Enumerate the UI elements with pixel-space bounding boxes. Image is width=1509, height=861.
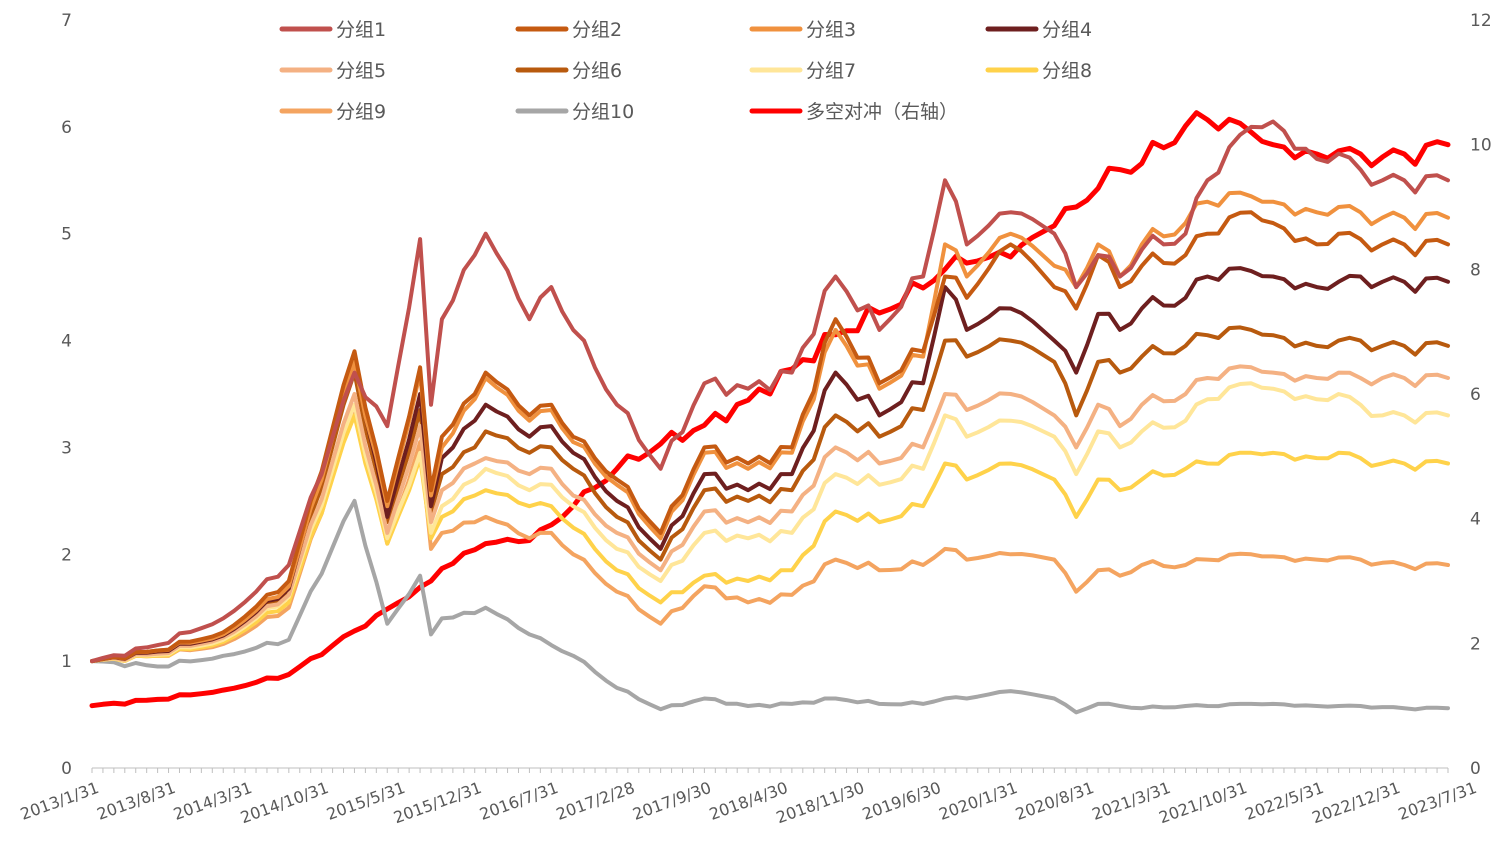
legend-label: 分组7 — [806, 60, 856, 82]
series-line-分组10 — [90, 498, 1450, 715]
series-line-多空对冲（右轴） — [89, 110, 1451, 709]
x-tick-label: 2015/12/31 — [391, 778, 484, 827]
series-line-分组2 — [90, 210, 1450, 664]
left-y-tick-label: 4 — [61, 332, 72, 352]
left-y-tick-label: 7 — [61, 11, 72, 31]
right-y-tick-label: 12 — [1470, 11, 1492, 31]
legend-label: 分组1 — [336, 19, 386, 41]
x-tick-label: 2020/8/31 — [1013, 778, 1097, 824]
legend-label: 分组8 — [1042, 60, 1092, 82]
legend-label: 分组4 — [1042, 19, 1092, 41]
legend: 分组1 分组2 分组3 分组4 分组5 分组6 分组7 分组8 分组9 分组10 多空对冲（右轴） — [279, 19, 1092, 123]
left-y-tick-label: 5 — [61, 225, 72, 245]
right-y-tick-label: 10 — [1470, 136, 1492, 156]
x-tick-label: 2018/11/30 — [774, 778, 867, 827]
legend-label: 分组9 — [336, 101, 386, 123]
left-y-axis: 0 1 2 3 4 5 6 7 — [61, 11, 72, 779]
right-y-tick-label: 6 — [1470, 385, 1481, 405]
right-y-axis: 0 2 4 6 8 10 12 — [1470, 11, 1492, 779]
x-tick-label: 2017/2/28 — [554, 778, 638, 824]
right-y-tick-label: 8 — [1470, 260, 1481, 280]
left-y-tick-label: 1 — [61, 652, 72, 672]
series-line-分组7 — [90, 381, 1450, 664]
left-y-tick-label: 3 — [61, 438, 72, 458]
series-line-分组5 — [90, 364, 1450, 664]
x-tick-label: 2014/10/31 — [238, 778, 331, 827]
left-y-tick-label: 2 — [61, 545, 72, 565]
left-y-tick-label: 0 — [61, 759, 72, 779]
legend-label: 分组10 — [572, 101, 634, 123]
legend-label: 多空对冲（右轴） — [806, 101, 958, 123]
x-tick-label: 2020/1/31 — [936, 778, 1020, 824]
x-tick-label: 2022/12/31 — [1310, 778, 1403, 827]
x-tick-label: 2013/1/31 — [18, 778, 102, 824]
series-line-分组6 — [90, 325, 1450, 664]
legend-label: 分组2 — [572, 19, 622, 41]
x-tick-label: 2016/7/31 — [477, 778, 561, 824]
legend-label: 分组5 — [336, 60, 386, 82]
x-tick-label: 2013/8/31 — [94, 778, 178, 824]
right-y-tick-label: 0 — [1470, 759, 1481, 779]
x-tick-label: 2017/9/30 — [630, 778, 714, 824]
x-tick-label: 2023/7/31 — [1396, 778, 1480, 824]
series-line-分组3 — [90, 190, 1450, 664]
right-y-tick-label: 2 — [1470, 634, 1481, 654]
x-tick-label: 2019/6/30 — [860, 778, 944, 824]
series-line-分组1 — [90, 119, 1450, 664]
legend-label: 分组6 — [572, 60, 622, 82]
x-tick-label: 2021/10/31 — [1156, 778, 1249, 827]
x-axis: 2013/1/312013/8/312014/3/312014/10/31201… — [18, 767, 1480, 827]
legend-label: 分组3 — [806, 19, 856, 41]
series-line-分组8 — [90, 413, 1450, 664]
series-lines — [89, 110, 1451, 715]
right-y-tick-label: 4 — [1470, 510, 1481, 530]
left-y-tick-label: 6 — [61, 118, 72, 138]
